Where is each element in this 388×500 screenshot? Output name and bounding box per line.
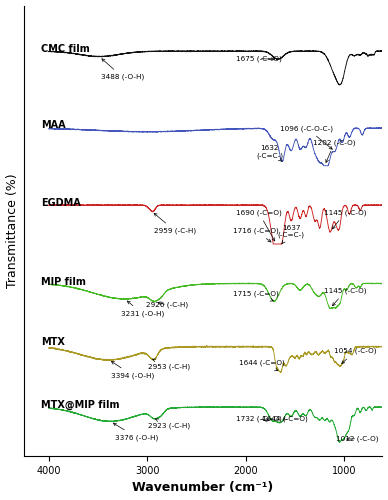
Text: 1690 (-C=O): 1690 (-C=O) bbox=[236, 209, 282, 241]
Text: 1096 (-C-O-C-): 1096 (-C-O-C-) bbox=[281, 125, 334, 149]
Text: MTX@MIP film: MTX@MIP film bbox=[41, 400, 120, 409]
Text: 2923 (-C-H): 2923 (-C-H) bbox=[148, 418, 190, 429]
Text: CMC film: CMC film bbox=[41, 44, 90, 54]
X-axis label: Wavenumber (cm⁻¹): Wavenumber (cm⁻¹) bbox=[132, 482, 274, 494]
Text: 1054 (-C-O): 1054 (-C-O) bbox=[334, 348, 376, 364]
Text: MIP film: MIP film bbox=[41, 276, 86, 286]
Y-axis label: Transmittance (%): Transmittance (%) bbox=[5, 174, 19, 288]
Text: 2926 (-C-H): 2926 (-C-H) bbox=[146, 302, 188, 308]
Text: 1716 (-C=O): 1716 (-C=O) bbox=[233, 228, 279, 242]
Text: 1675 (-C=O): 1675 (-C=O) bbox=[236, 56, 282, 62]
Text: 1202 (-C-O): 1202 (-C-O) bbox=[314, 140, 356, 162]
Text: 3231 (-O-H): 3231 (-O-H) bbox=[121, 301, 164, 316]
Text: 1145 (-C-O): 1145 (-C-O) bbox=[324, 288, 367, 306]
Text: 3376 (-O-H): 3376 (-O-H) bbox=[113, 423, 158, 440]
Text: 1644 (-C=O): 1644 (-C=O) bbox=[239, 360, 284, 370]
Text: 1145 (-C-O): 1145 (-C-O) bbox=[324, 209, 367, 229]
Text: 3394 (-O-H): 3394 (-O-H) bbox=[111, 362, 154, 378]
Text: 1715 (-C=O): 1715 (-C=O) bbox=[233, 290, 279, 301]
Text: 1632
(-C=C-): 1632 (-C=C-) bbox=[256, 145, 283, 162]
Text: 1644 (-C=O): 1644 (-C=O) bbox=[262, 416, 308, 422]
Text: 1637
(-C=C-): 1637 (-C=C-) bbox=[278, 225, 305, 244]
Text: 1732 (-C=O): 1732 (-C=O) bbox=[236, 416, 282, 422]
Text: EGDMA: EGDMA bbox=[41, 198, 81, 208]
Text: 2953 (-C-H): 2953 (-C-H) bbox=[148, 359, 190, 370]
Text: 2959 (-C-H): 2959 (-C-H) bbox=[154, 214, 196, 234]
Text: MTX: MTX bbox=[41, 337, 65, 347]
Text: 3488 (-O-H): 3488 (-O-H) bbox=[101, 59, 144, 80]
Text: 1012 (-C-O): 1012 (-C-O) bbox=[336, 436, 379, 442]
Text: MAA: MAA bbox=[41, 120, 66, 130]
